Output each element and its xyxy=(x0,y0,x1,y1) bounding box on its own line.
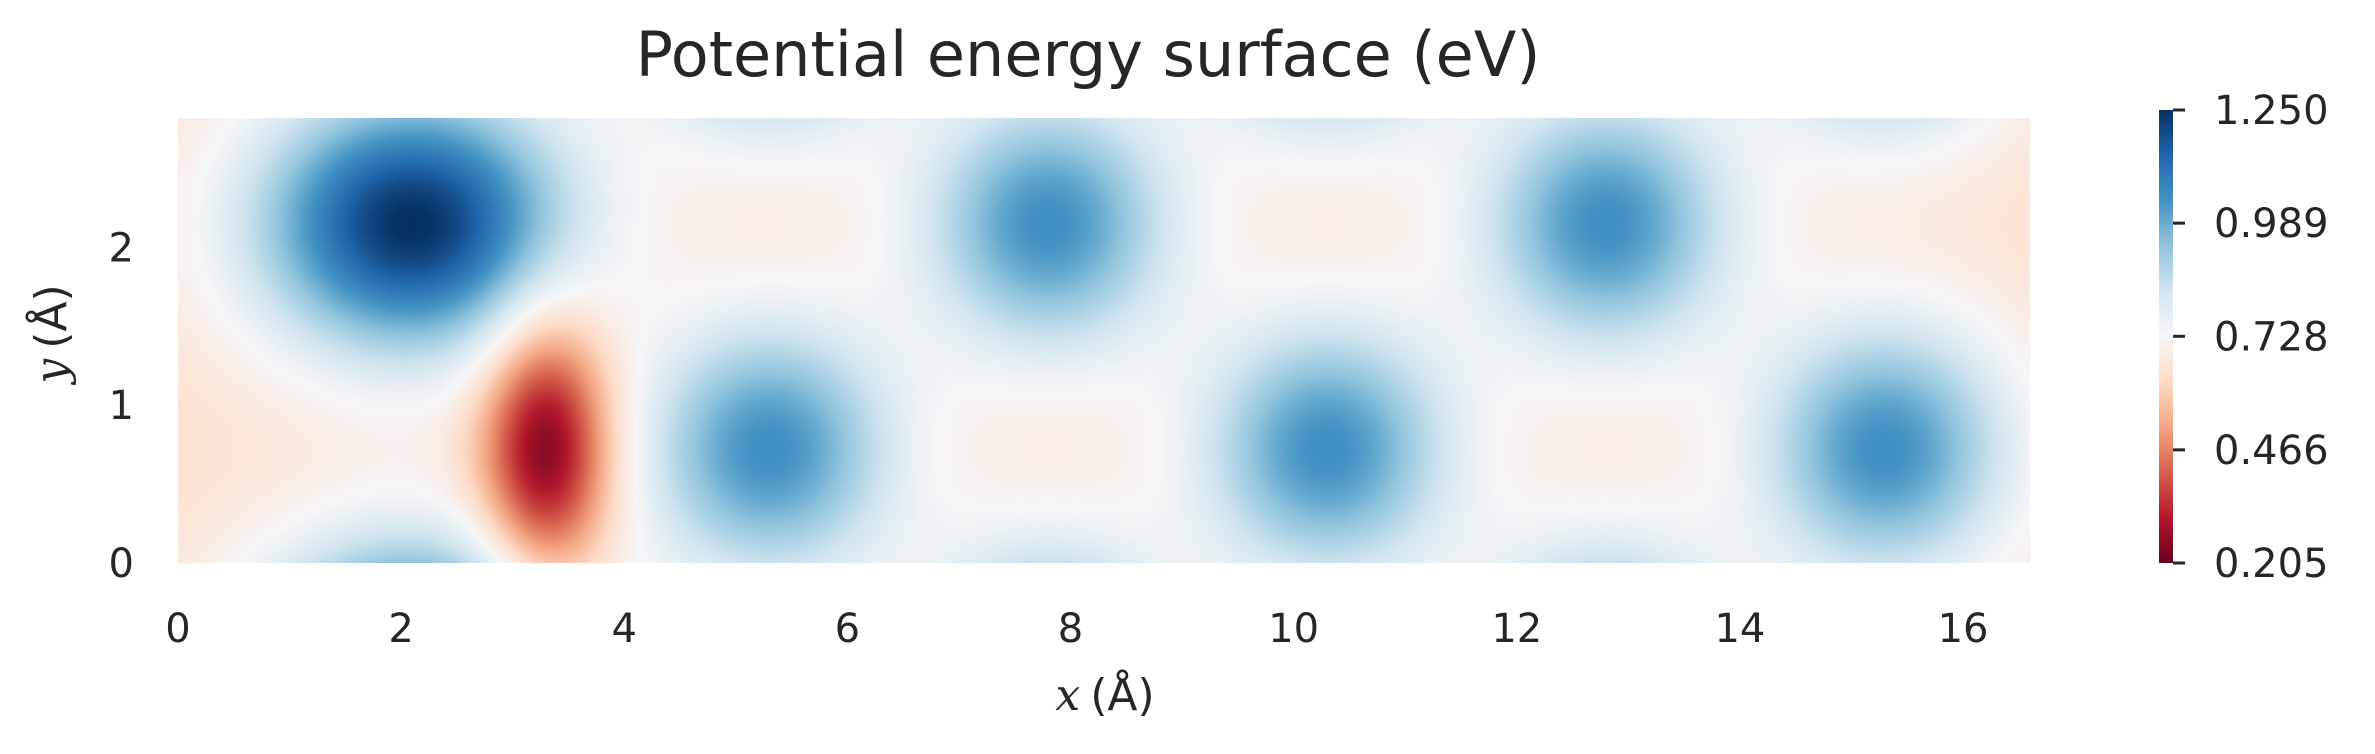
colorbar xyxy=(2159,110,2173,563)
x-tick-label: 4 xyxy=(612,606,637,652)
y-tick-label: 1 xyxy=(109,383,134,429)
y-axis-label-unit: (Å) xyxy=(24,284,77,348)
x-tick-label: 2 xyxy=(388,606,413,652)
heatmap-plot-area xyxy=(178,118,2030,563)
x-axis-label: x (Å) xyxy=(1055,668,1154,721)
x-tick-label: 14 xyxy=(1714,606,1765,652)
colorbar-tick-label: 1.250 xyxy=(2214,88,2329,134)
x-tick-label: 16 xyxy=(1938,606,1989,652)
chart-title: Potential energy surface (eV) xyxy=(636,18,1541,91)
y-tick-label: 2 xyxy=(109,225,134,271)
x-axis-label-unit: (Å) xyxy=(1090,668,1154,721)
y-axis-label-var: y xyxy=(26,358,77,386)
x-tick-label: 12 xyxy=(1491,606,1542,652)
colorbar-ticks: 1.250 0.989 0.728 0.466 0.205 xyxy=(2173,88,2329,587)
colorbar-tick-label: 0.466 xyxy=(2214,428,2329,474)
y-axis-ticks: 0 1 2 xyxy=(109,225,134,587)
heatmap-canvas xyxy=(178,118,2030,563)
x-axis-ticks: 0 2 4 6 8 10 12 14 16 xyxy=(165,606,1988,652)
x-tick-label: 8 xyxy=(1058,606,1083,652)
x-tick-label: 6 xyxy=(835,606,860,652)
colorbar-tick-label: 0.205 xyxy=(2214,541,2329,587)
x-tick-label: 10 xyxy=(1268,606,1319,652)
y-tick-label: 0 xyxy=(109,541,134,587)
y-axis-label: y (Å) xyxy=(24,284,77,385)
colorbar-tick-label: 0.728 xyxy=(2214,314,2329,360)
colorbar-tick-label: 0.989 xyxy=(2214,201,2329,247)
x-tick-label: 0 xyxy=(165,606,190,652)
x-axis-label-var: x xyxy=(1055,670,1080,721)
